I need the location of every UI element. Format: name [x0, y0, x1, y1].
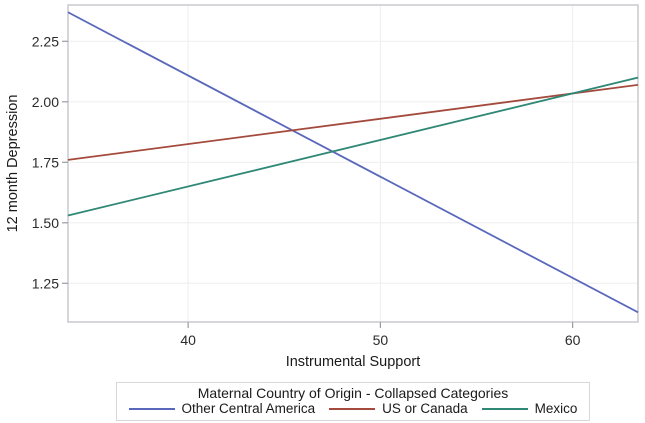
legend-label: Other Central America — [181, 401, 316, 416]
gridlines — [68, 5, 638, 322]
y-tick-label: 1.75 — [32, 154, 59, 170]
y-axis-title: 12 month Depression — [5, 95, 21, 233]
series-line-3 — [67, 76, 639, 217]
y-tick-label: 2.25 — [32, 33, 59, 49]
plot-frame — [67, 4, 639, 323]
legend-items: Other Central America US or Canada Mexico — [128, 401, 578, 416]
legend-label: US or Canada — [382, 401, 468, 416]
series-line-2 — [67, 83, 639, 161]
x-tick-label: 60 — [565, 332, 581, 348]
axis-ticks: 1.25 1.50 1.75 2.00 2.25 40 50 60 — [32, 33, 581, 348]
x-tick-label: 40 — [180, 332, 196, 348]
y-tick-label: 1.50 — [32, 215, 59, 231]
y-tick-label: 2.00 — [32, 94, 59, 110]
legend-title: Maternal Country of Origin - Collapsed C… — [197, 385, 509, 401]
plot-area: 1.25 1.50 1.75 2.00 2.25 40 50 60 Instrumental … — [5, 4, 639, 370]
legend-item: Other Central America — [128, 401, 316, 416]
plot-border — [67, 4, 639, 323]
x-tick-label: 50 — [373, 332, 389, 348]
legend-label: Mexico — [534, 401, 578, 416]
y-tick-label: 1.25 — [32, 275, 59, 291]
series-lines — [67, 11, 639, 314]
legend-line-swatch — [128, 407, 175, 410]
legend-line-swatch — [481, 407, 528, 410]
legend-line-swatch — [329, 407, 376, 410]
legend: Maternal Country of Origin - Collapsed C… — [115, 382, 591, 421]
legend-item: Mexico — [481, 401, 578, 416]
legend-container: Maternal Country of Origin - Collapsed C… — [68, 382, 638, 421]
legend-item: US or Canada — [329, 401, 468, 416]
x-axis-title: Instrumental Support — [286, 354, 421, 370]
series-line-1 — [67, 11, 639, 314]
